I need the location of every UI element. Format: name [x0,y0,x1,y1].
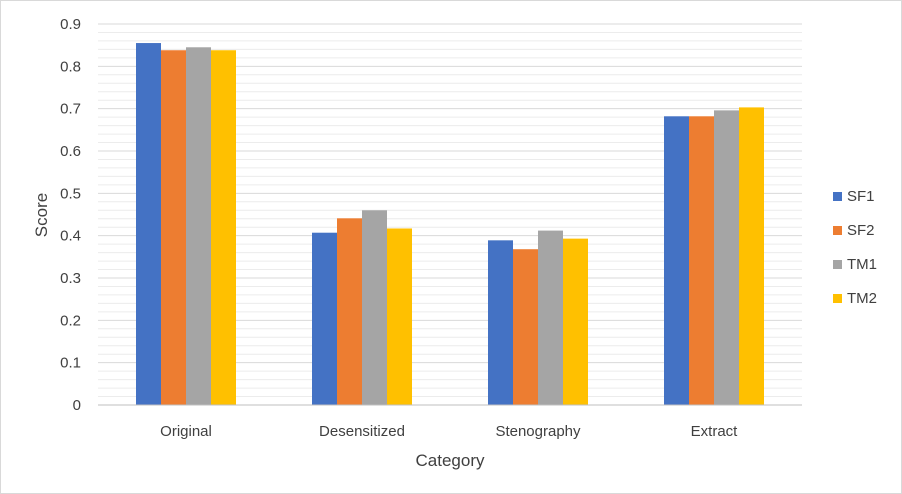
y-tick-label: 0.6 [60,143,81,160]
bar-sf1-stenography [488,240,513,405]
bar-tm1-desensitized [362,210,387,405]
y-axis-title: Score [32,193,51,237]
legend-label-tm2: TM2 [847,290,877,307]
bar-tm1-stenography [538,230,563,405]
x-axis-ticks: Original Desensitized Stenography Extract [160,423,738,440]
y-tick-label: 0.2 [60,312,81,329]
bar-sf1-extract [664,116,689,405]
legend-swatch-tm2 [833,294,842,303]
bar-sf2-desensitized [337,218,362,405]
bar-sf1-original [136,43,161,406]
x-tick-label: Original [160,423,212,440]
bar-tm2-extract [739,107,764,405]
legend-label-tm1: TM1 [847,256,877,273]
bar-tm2-stenography [563,238,588,405]
y-axis-ticks: 0 0.1 0.2 0.3 0.4 0.5 0.6 0.7 0.8 0.9 [60,16,81,414]
bar-sf2-stenography [513,249,538,405]
y-tick-label: 0.9 [60,16,81,33]
y-tick-label: 0.1 [60,355,81,372]
bars [136,43,764,406]
bar-tm1-original [186,47,211,406]
bar-sf2-original [161,50,186,405]
y-tick-label: 0.7 [60,101,81,118]
bar-tm1-extract [714,110,739,406]
x-tick-label: Extract [691,423,739,440]
legend-swatch-sf1 [833,192,842,201]
legend: SF1 SF2 TM1 TM2 [833,188,877,307]
x-axis-title: Category [416,451,485,470]
bar-tm2-desensitized [387,228,412,405]
legend-label-sf2: SF2 [847,222,875,239]
x-tick-label: Stenography [495,423,581,440]
bar-sf1-desensitized [312,232,337,405]
y-tick-label: 0.3 [60,270,81,287]
y-tick-label: 0 [73,397,81,414]
bar-tm2-original [211,50,236,405]
bar-sf2-extract [689,116,714,405]
y-tick-label: 0.8 [60,58,81,75]
legend-swatch-sf2 [833,226,842,235]
y-tick-label: 0.5 [60,185,81,202]
y-tick-label: 0.4 [60,228,81,245]
legend-swatch-tm1 [833,260,842,269]
legend-label-sf1: SF1 [847,188,875,205]
x-tick-label: Desensitized [319,423,405,440]
